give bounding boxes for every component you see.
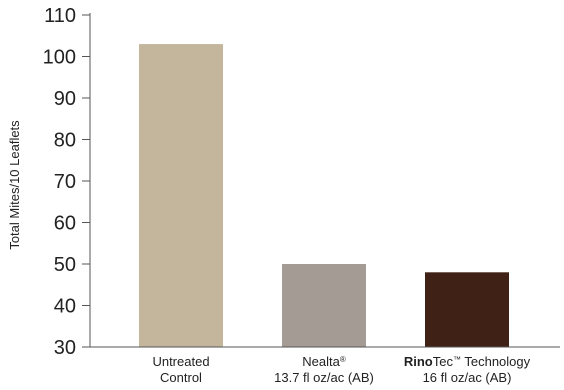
y-tick-label: 110 — [44, 5, 76, 27]
x-category-label-2: Nealta®13.7 fl oz/ac (AB) — [274, 354, 374, 385]
y-tick-label: 90 — [54, 88, 76, 110]
x-tick-label: Nealta® — [302, 354, 346, 369]
bars — [139, 44, 509, 348]
axes — [89, 13, 560, 348]
bar-3 — [425, 272, 509, 347]
y-axis-title-group: Total Mites/10 Leaflets — [7, 120, 22, 250]
y-tick-label: 100 — [43, 47, 76, 69]
bar-2 — [282, 264, 366, 347]
bar-1 — [139, 44, 223, 348]
y-tick-label: 50 — [54, 254, 76, 276]
y-axis-title: Total Mites/10 Leaflets — [7, 120, 22, 250]
y-tick-label: 30 — [54, 337, 76, 359]
y-tick-label: 60 — [54, 213, 76, 235]
x-tick-label: Control — [160, 370, 202, 385]
y-tick-label: 40 — [54, 296, 76, 318]
x-tick-label: Untreated — [152, 354, 209, 369]
x-tick-label: RinoTec™ Technology — [404, 354, 531, 369]
y-tick-label: 70 — [54, 171, 76, 193]
x-tick-label: 13.7 fl oz/ac (AB) — [274, 370, 374, 385]
y-axis-ticks: 30 40 50 60 70 80 90 100 110 — [43, 5, 90, 359]
x-tick-label: 16 fl oz/ac (AB) — [423, 370, 512, 385]
y-tick-label: 80 — [54, 130, 76, 152]
